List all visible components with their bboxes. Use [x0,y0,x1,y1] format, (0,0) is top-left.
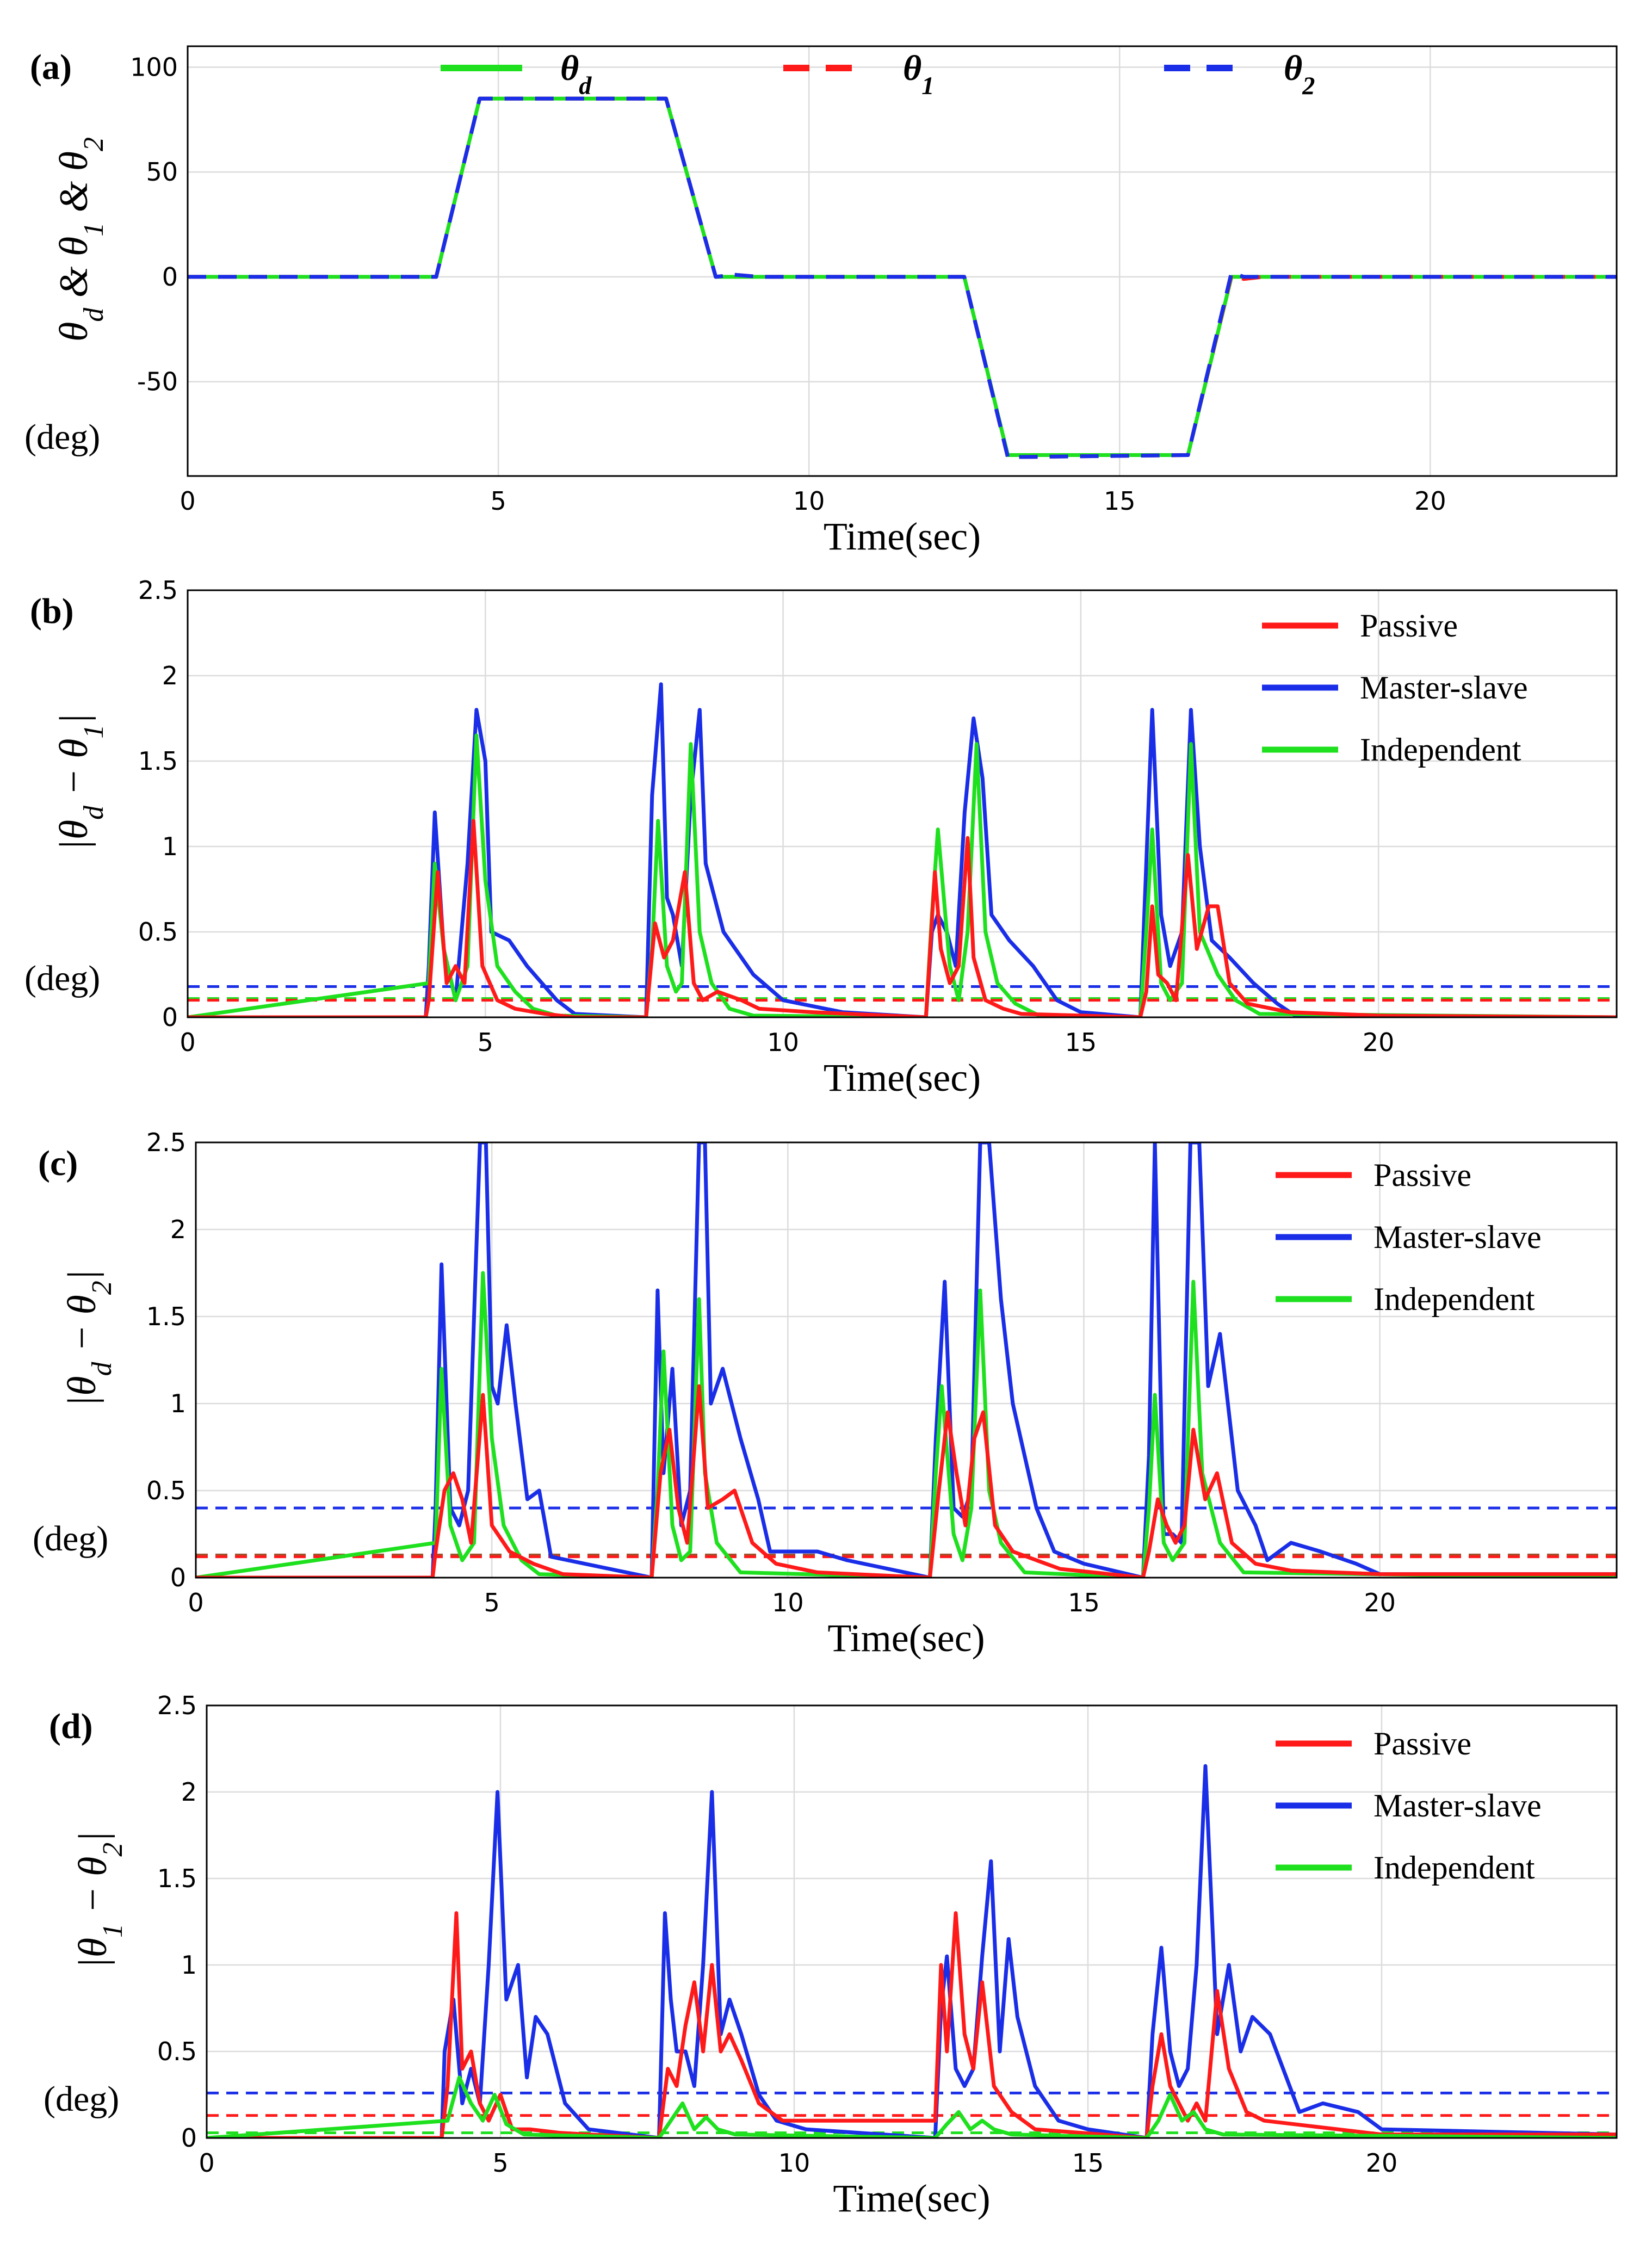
y-tick-label: 2.5 [138,576,178,605]
panel-label: (b) [30,591,74,631]
legend-label: Master-slave [1360,670,1528,706]
x-tick-label: 10 [767,1028,799,1057]
y-axis-label: θd & θ1 & θ2 [52,137,109,342]
panel-label: (a) [30,47,72,87]
x-axis-label: Time(sec) [833,2177,990,2220]
y-tick-label: 1 [181,1950,197,1980]
y-tick-label: 0 [162,262,178,292]
legend: θd θ1 θ2 [441,48,1315,100]
plot-frame [187,589,1618,1018]
y-tick-label: 0 [162,1003,178,1032]
x-tick-label: 15 [1104,486,1136,516]
legend-label: Master-slave [1373,1788,1542,1824]
y-tick-label: -50 [137,367,178,397]
y-axis-label: |θ1 − θ2| [71,1831,128,1968]
x-tick-label: 0 [180,1028,195,1057]
x-axis-label: Time(sec) [827,1616,985,1660]
unit-label: (deg) [24,417,100,457]
legend: Passive Master-slave Independent [1262,608,1528,768]
series-line-2 [207,2075,1617,2138]
legend-label: θ2 [1284,48,1315,100]
panel-label: (c) [38,1144,78,1183]
panel-b: 0 5 10 15 20 0 0.5 1 1.5 2 2.5 Time(sec) |θd − θ1| (d… [24,576,1618,1099]
x-tick-label: 20 [1414,486,1446,516]
x-tick-label: 15 [1072,2148,1104,2178]
x-tick-label: 10 [778,2148,810,2178]
x-axis-label: Time(sec) [824,1056,981,1099]
x-tick-label: 20 [1363,1028,1395,1057]
y-tick-label: 0.5 [138,917,178,947]
y-tick-label: 1 [162,832,178,861]
x-tick-label: 15 [1068,1588,1100,1617]
y-tick-label: 1.5 [146,1302,186,1331]
y-axis-label: |θd − θ1| [52,713,109,850]
legend-label: Master-slave [1373,1219,1542,1255]
y-tick-label: 1.5 [157,1864,197,1893]
x-tick-label: 0 [180,486,195,516]
series-line-1 [188,733,1617,1017]
legend-label: Independent [1373,1850,1535,1886]
series-line-1 [207,1911,1617,2138]
legend-label: θ1 [903,48,934,100]
x-axis-label: Time(sec) [824,515,981,558]
y-tick-label: 2.5 [157,1691,197,1720]
y-tick-label: 2 [181,1777,197,1807]
y-tick-label: 0.5 [157,2037,197,2066]
x-tick-label: 10 [772,1588,804,1617]
x-tick-label: 5 [492,2148,508,2178]
x-tick-label: 0 [199,2148,214,2178]
x-tick-label: 20 [1366,2148,1398,2178]
plot-frame [187,45,1618,477]
x-tick-label: 20 [1364,1588,1396,1617]
panel-c: 0 5 10 15 20 0 0.5 1 1.5 2 2.5 Time(sec) |θd − θ2| (d… [33,1128,1618,1660]
y-tick-label: 2 [170,1215,186,1244]
y-tick-label: 0 [181,2123,197,2153]
legend-label: Independent [1373,1281,1535,1317]
unit-label: (deg) [24,959,100,998]
legend-label: Passive [1373,1157,1471,1193]
legend-label: Independent [1360,732,1521,768]
y-tick-label: 0.5 [146,1476,186,1505]
y-tick-label: 0 [170,1563,186,1592]
y-tick-label: 100 [130,53,178,82]
y-tick-label: 50 [146,157,178,187]
x-tick-label: 10 [793,486,825,516]
panel-label: (d) [49,1707,93,1746]
plot-frame [206,1704,1618,2139]
plot-frame [195,1141,1618,1579]
y-tick-label: 1 [170,1389,186,1418]
series-line-2 [188,819,1617,1017]
legend-label: Passive [1373,1726,1471,1762]
x-tick-label: 5 [484,1588,500,1617]
x-tick-label: 5 [478,1028,493,1057]
unit-label: (deg) [33,1519,108,1559]
x-tick-label: 0 [188,1588,203,1617]
series-line-0 [196,1142,1617,1578]
x-tick-label: 5 [490,486,506,516]
panel-a: 0 5 10 15 20 -50 0 50 100 Time(sec) θd & θ1 & θ2 (d… [24,45,1618,558]
x-tick-label: 15 [1065,1028,1097,1057]
y-tick-label: 2.5 [146,1128,186,1157]
legend-label: Passive [1360,608,1458,644]
unit-label: (deg) [44,2079,119,2119]
legend-label: θd [560,48,592,100]
series-line-2 [188,96,1617,459]
legend: Passive Master-slave Independent [1276,1726,1542,1886]
y-tick-label: 2 [162,661,178,690]
y-tick-label: 1.5 [138,746,178,776]
series-line-2 [196,1384,1617,1578]
legend: Passive Master-slave Independent [1276,1157,1542,1317]
panel-d: 0 5 10 15 20 0 0.5 1 1.5 2 2.5 Time(sec) |θ1 − θ2| (d… [44,1691,1618,2220]
y-axis-label: |θd − θ2| [60,1270,117,1407]
